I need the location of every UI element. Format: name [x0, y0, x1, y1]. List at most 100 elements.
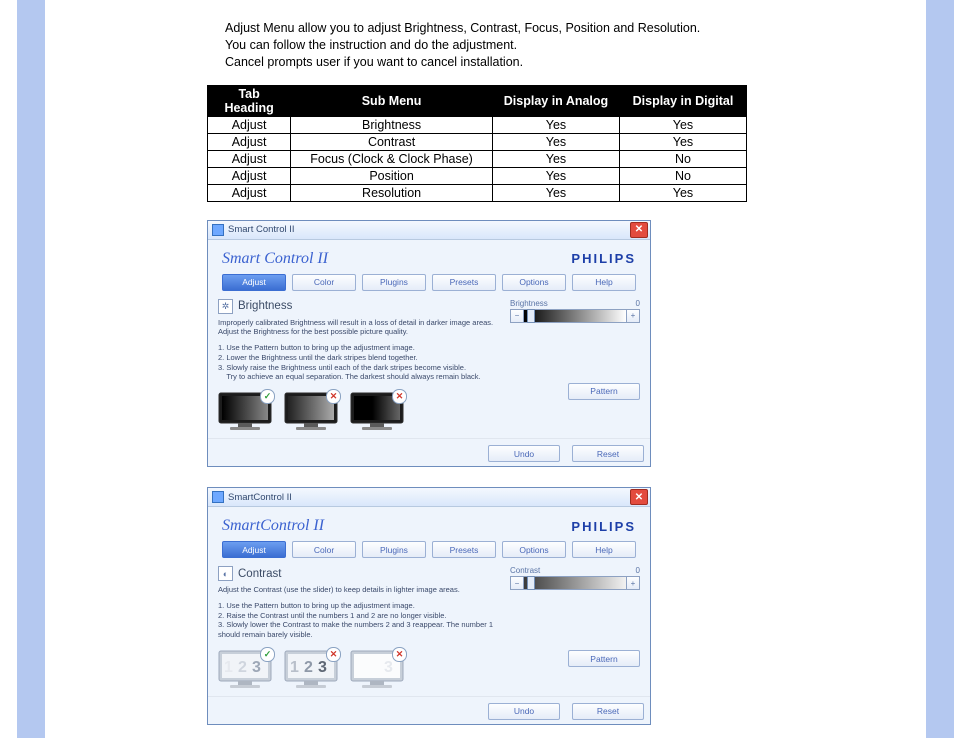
step: 2. Lower the Brightness until the dark s… — [218, 353, 502, 363]
td: Adjust — [208, 150, 291, 167]
slider-decrease[interactable]: − — [510, 576, 524, 590]
section-title: Contrast — [238, 568, 281, 580]
slider-label: Contrast — [510, 566, 540, 575]
reset-button[interactable]: Reset — [572, 445, 644, 462]
tab-bar: Adjust Color Plugins Presets Options Hel… — [222, 274, 636, 291]
td: Adjust — [208, 167, 291, 184]
cross-icon: ✕ — [392, 647, 407, 662]
check-icon: ✓ — [260, 647, 275, 662]
dialog-footer: Undo Reset — [208, 438, 650, 466]
slider-thumb[interactable] — [527, 576, 535, 590]
th: Display in Digital — [619, 85, 746, 116]
tab-color[interactable]: Color — [292, 274, 356, 291]
slider-increase[interactable]: + — [626, 309, 640, 323]
tab-help[interactable]: Help — [572, 274, 636, 291]
slider-decrease[interactable]: − — [510, 309, 524, 323]
svg-text:2: 2 — [238, 659, 247, 676]
close-button[interactable]: ✕ — [630, 489, 648, 505]
td: Yes — [619, 184, 746, 201]
th: Tab Heading — [208, 85, 291, 116]
side-bar-right — [926, 0, 954, 738]
tab-presets[interactable]: Presets — [432, 274, 496, 291]
app-icon — [212, 491, 224, 503]
slider-value: 0 — [636, 566, 640, 575]
dialog-left: ◐ Contrast Adjust the Contrast (use the … — [218, 566, 502, 690]
cross-icon: ✕ — [326, 389, 341, 404]
cross-icon: ✕ — [392, 389, 407, 404]
close-button[interactable]: ✕ — [630, 222, 648, 238]
th: Display in Analog — [492, 85, 619, 116]
undo-button[interactable]: Undo — [488, 445, 560, 462]
tab-help[interactable]: Help — [572, 541, 636, 558]
td: Yes — [619, 133, 746, 150]
table-row: AdjustPositionYesNo — [208, 167, 747, 184]
cross-icon: ✕ — [326, 647, 341, 662]
td: Adjust — [208, 184, 291, 201]
monitor-good: ✓ — [218, 392, 272, 432]
section-title-row: ✲ Brightness — [218, 299, 502, 314]
table-row: AdjustFocus (Clock & Clock Phase)YesNo — [208, 150, 747, 167]
check-icon: ✓ — [260, 389, 275, 404]
pattern-button[interactable]: Pattern — [568, 650, 640, 667]
window-titlebar: SmartControl II ✕ — [208, 488, 650, 507]
svg-text:3: 3 — [252, 659, 261, 676]
tab-adjust[interactable]: Adjust — [222, 274, 286, 291]
tab-plugins[interactable]: Plugins — [362, 541, 426, 558]
tab-presets[interactable]: Presets — [432, 541, 496, 558]
section-desc: Improperly calibrated Brightness will re… — [218, 318, 502, 338]
contrast-icon: ◐ — [218, 566, 233, 581]
monitor-good: 1 2 3 ✓ — [218, 650, 272, 690]
example-monitors: ✓ ✕ — [218, 392, 502, 432]
tab-plugins[interactable]: Plugins — [362, 274, 426, 291]
philips-logo: PHILIPS — [571, 251, 636, 266]
monitor-bad1: 1 2 3 ✕ — [284, 650, 338, 690]
content: Adjust Menu allow you to adjust Brightne… — [225, 0, 910, 725]
intro-line: Cancel prompts user if you want to cance… — [225, 54, 910, 71]
side-bar-left — [17, 0, 45, 738]
step: 3. Slowly lower the Contrast to make the… — [218, 620, 502, 640]
slider-increase[interactable]: + — [626, 576, 640, 590]
slider-thumb[interactable] — [527, 309, 535, 323]
table-row: AdjustBrightnessYesYes — [208, 116, 747, 133]
slider-label-row: Contrast 0 — [510, 566, 640, 575]
tab-options[interactable]: Options — [502, 541, 566, 558]
steps: 1. Use the Pattern button to bring up th… — [218, 343, 502, 382]
tab-color[interactable]: Color — [292, 541, 356, 558]
reset-button[interactable]: Reset — [572, 703, 644, 720]
window-title: Smart Control II — [228, 224, 295, 235]
slider-track[interactable] — [524, 309, 626, 323]
contrast-slider[interactable]: − + — [510, 576, 640, 590]
dialog-section: ✲ Brightness Improperly calibrated Brigh… — [218, 299, 640, 433]
tab-adjust[interactable]: Adjust — [222, 541, 286, 558]
svg-text:3: 3 — [318, 659, 327, 676]
dialog-contrast: SmartControl II ✕ SmartControl II PHILIP… — [207, 487, 651, 725]
td: Yes — [492, 133, 619, 150]
th: Sub Menu — [291, 85, 493, 116]
slider-track[interactable] — [524, 576, 626, 590]
td: Yes — [492, 167, 619, 184]
table-header-row: Tab Heading Sub Menu Display in Analog D… — [208, 85, 747, 116]
svg-text:2: 2 — [304, 659, 313, 676]
pattern-button[interactable]: Pattern — [568, 383, 640, 400]
page: Adjust Menu allow you to adjust Brightne… — [0, 0, 954, 738]
side-buttons: Pattern — [510, 383, 640, 400]
section-title: Brightness — [238, 300, 292, 312]
steps: 1. Use the Pattern button to bring up th… — [218, 601, 502, 640]
side-buttons: Pattern — [510, 650, 640, 667]
dialog-body: Smart Control II PHILIPS Adjust Color Pl… — [208, 240, 650, 439]
philips-logo: PHILIPS — [571, 519, 636, 534]
dialog-footer: Undo Reset — [208, 696, 650, 724]
brightness-slider[interactable]: − + — [510, 309, 640, 323]
tab-bar: Adjust Color Plugins Presets Options Hel… — [222, 541, 636, 558]
td: Position — [291, 167, 493, 184]
tab-options[interactable]: Options — [502, 274, 566, 291]
step: 3. Slowly raise the Brightness until eac… — [218, 363, 502, 373]
dialog-right: Contrast 0 − + Pattern — [510, 566, 640, 667]
example-monitors: 1 2 3 ✓ — [218, 650, 502, 690]
undo-button[interactable]: Undo — [488, 703, 560, 720]
adjust-table: Tab Heading Sub Menu Display in Analog D… — [207, 85, 747, 202]
dialog-left: ✲ Brightness Improperly calibrated Brigh… — [218, 299, 502, 433]
dialog-header: SmartControl II PHILIPS — [222, 517, 636, 535]
dialog-brightness: Smart Control II ✕ Smart Control II PHIL… — [207, 220, 651, 468]
brand-title: SmartControl II — [222, 517, 324, 535]
